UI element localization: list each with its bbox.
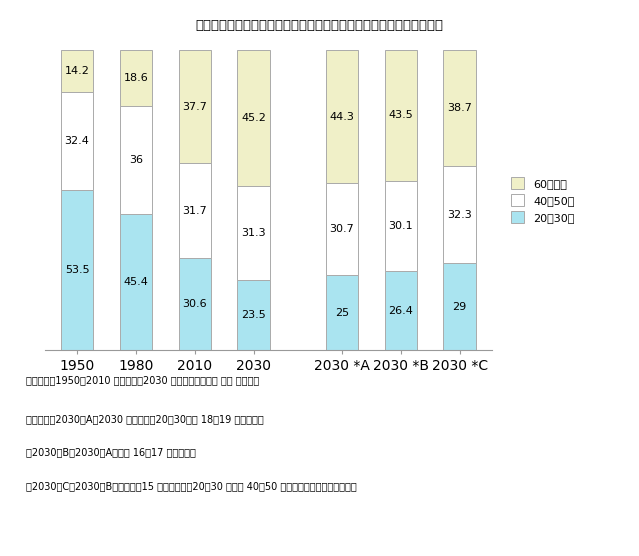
Text: 図表　　世代別選挙権パワーバランス（有権者の世代別割合）の推移: 図表 世代別選挙権パワーバランス（有権者の世代別割合）の推移 <box>196 19 443 32</box>
Text: 26.4: 26.4 <box>389 306 413 316</box>
Text: 45.4: 45.4 <box>123 277 148 287</box>
Text: 23.5: 23.5 <box>242 310 266 320</box>
Bar <box>238 50 270 186</box>
Text: 37.7: 37.7 <box>182 102 207 112</box>
Text: 18.6: 18.6 <box>123 73 148 83</box>
Text: 14.2: 14.2 <box>65 66 89 76</box>
Bar <box>238 280 270 350</box>
Bar <box>443 166 476 263</box>
Text: （資料）　1950～2010 国勢調査、2030 社人研・中位推計 より 筆者作成: （資料） 1950～2010 国勢調査、2030 社人研・中位推計 より 筆者作… <box>26 375 259 385</box>
Bar <box>179 259 211 350</box>
Bar <box>119 106 152 214</box>
Text: 2030＊C　2030＊Bに更に０～15 歳を加える（20・30 代及び 40・50 代である親権者が代理投票）: 2030＊C 2030＊Bに更に０～15 歳を加える（20・30 代及び 40・… <box>26 481 357 491</box>
Legend: 60代以降, 40・50代, 20・30代: 60代以降, 40・50代, 20・30代 <box>507 173 579 227</box>
Text: 30.6: 30.6 <box>183 299 207 309</box>
Bar <box>238 186 270 280</box>
Bar <box>385 50 417 181</box>
Text: 43.5: 43.5 <box>389 110 413 120</box>
Bar <box>61 92 93 190</box>
Text: 38.7: 38.7 <box>447 103 472 113</box>
Bar <box>326 275 358 350</box>
Text: 45.2: 45.2 <box>242 113 266 123</box>
Text: 2030＊B　2030＊Aに更に 16～17 歳を加える: 2030＊B 2030＊Aに更に 16～17 歳を加える <box>26 448 196 458</box>
Bar <box>326 183 358 275</box>
Bar <box>119 50 152 106</box>
Bar <box>61 49 93 92</box>
Text: 53.5: 53.5 <box>65 265 89 275</box>
Text: 30.7: 30.7 <box>330 224 354 234</box>
Text: 29: 29 <box>452 302 466 312</box>
Text: 25: 25 <box>335 308 349 317</box>
Text: 44.3: 44.3 <box>330 112 355 122</box>
Text: 36: 36 <box>129 155 143 165</box>
Bar <box>179 163 211 259</box>
Text: 31.7: 31.7 <box>183 206 207 216</box>
Text: 32.4: 32.4 <box>65 136 89 146</box>
Bar <box>61 190 93 350</box>
Text: 31.3: 31.3 <box>242 228 266 238</box>
Bar <box>443 263 476 350</box>
Text: 32.3: 32.3 <box>447 210 472 220</box>
Bar <box>385 181 417 271</box>
Text: 30.1: 30.1 <box>389 221 413 231</box>
Bar <box>443 50 476 166</box>
Bar <box>385 271 417 350</box>
Bar <box>326 50 358 183</box>
Bar <box>179 50 211 163</box>
Text: （試算）　2030＊A　2030 年時点で、20・30代に 18～19 歳を加える: （試算） 2030＊A 2030 年時点で、20・30代に 18～19 歳を加え… <box>26 414 263 424</box>
Bar <box>119 214 152 350</box>
